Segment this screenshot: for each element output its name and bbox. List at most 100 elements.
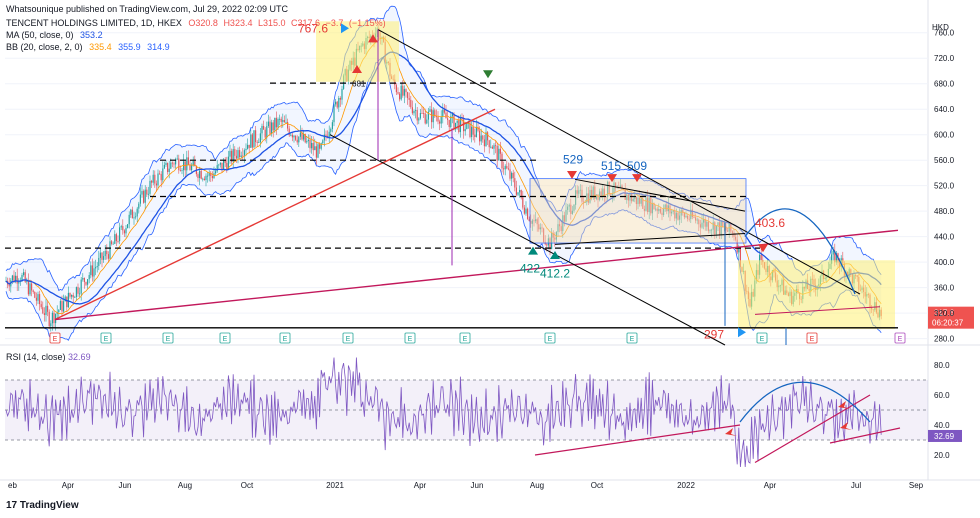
price-tick-label: 600.0 (934, 131, 955, 140)
candle-body (407, 92, 409, 99)
candle-body (99, 252, 101, 258)
earnings-marker-label: E (223, 336, 228, 343)
candle-body (552, 233, 554, 238)
candle-body (47, 305, 49, 312)
candle-body (423, 113, 425, 115)
channel-line-lower (329, 134, 726, 346)
candle-body (535, 219, 537, 222)
candle-body (480, 135, 482, 142)
candle-body (595, 194, 597, 199)
bollinger-lower-line (5, 56, 882, 341)
candle-body (242, 155, 244, 157)
price-tick-label: 720.0 (934, 54, 955, 63)
candle-body (239, 150, 241, 157)
channel-line-upper (377, 29, 861, 295)
bar-countdown: 06:20:37 (932, 319, 964, 328)
candle-body (738, 247, 740, 253)
candle-body (488, 140, 490, 148)
rsi-tick-label: 20.0 (934, 451, 950, 460)
candle-body (464, 129, 466, 132)
candle-body (496, 145, 498, 161)
candle-body (43, 313, 45, 315)
candle-body (79, 293, 81, 295)
candle-body (171, 162, 173, 164)
candle-body (232, 149, 234, 162)
candle-body (688, 218, 690, 220)
time-tick-label: Jul (851, 481, 861, 490)
candle-body (320, 143, 322, 149)
candle-body (581, 189, 583, 202)
candle-body (319, 144, 321, 149)
candle-body (647, 197, 649, 212)
earnings-marker-label: E (463, 336, 468, 343)
candle-body (103, 256, 105, 260)
candle-body (56, 311, 58, 315)
candle-body (341, 88, 343, 100)
candle-body (127, 224, 129, 229)
candle-body (63, 301, 65, 312)
candle-body (253, 130, 255, 148)
candle-body (296, 139, 298, 143)
candle-body (397, 92, 399, 94)
candle-body (739, 247, 741, 268)
candle-body (504, 166, 506, 170)
candle-body (431, 109, 433, 123)
candle-body (16, 275, 18, 284)
trendline-red-support (54, 108, 496, 321)
trendline-bottom-magenta (754, 306, 881, 315)
candle-body (455, 122, 457, 130)
label-297: 297 (704, 328, 724, 342)
candle-body (58, 309, 60, 312)
candle-body (130, 209, 132, 215)
time-tick-label: 2021 (326, 481, 344, 490)
candle-body (37, 294, 39, 301)
candle-body (671, 211, 673, 214)
candle-body (632, 198, 634, 202)
candle-body (698, 219, 700, 225)
candle-body (339, 98, 341, 100)
candle-body (280, 118, 282, 122)
candle-body (275, 117, 277, 128)
candle-body (15, 275, 17, 282)
candle-body (499, 148, 501, 154)
candle-body (259, 133, 261, 143)
candle-body (96, 265, 98, 268)
earnings-marker (219, 332, 231, 344)
earnings-marker (626, 332, 638, 344)
candle-body (258, 142, 260, 144)
candle-body (83, 278, 85, 283)
candle-body (285, 121, 287, 123)
candle-body (143, 191, 145, 203)
candle-body (157, 173, 159, 186)
candle-body (200, 170, 202, 179)
candle-body (683, 212, 685, 218)
candle-body (611, 193, 613, 196)
candle-body (635, 196, 637, 205)
candle-body (525, 208, 527, 214)
candle-body (197, 174, 199, 179)
currency-label: HKD (932, 23, 949, 32)
candle-body (677, 212, 679, 220)
candle-body (53, 312, 55, 324)
earnings-marker (100, 332, 112, 344)
candle-body (88, 275, 90, 280)
candle-body (306, 141, 308, 143)
candle-body (248, 144, 250, 148)
candle-body (330, 129, 332, 132)
candle-body (735, 236, 737, 240)
candle-body (640, 198, 642, 204)
rounding-top-arc (744, 208, 856, 295)
candle-body (64, 296, 66, 302)
candle-body (152, 174, 154, 183)
candle-body (429, 109, 431, 112)
candle-body (32, 290, 34, 292)
candle-body (170, 162, 172, 169)
candle-body (719, 222, 721, 235)
candle-body (403, 89, 405, 96)
candle-body (112, 243, 114, 245)
candle-body (279, 118, 281, 120)
candle-body (34, 291, 36, 298)
highlight-box-bottom (738, 260, 895, 330)
earnings-marker (49, 332, 61, 344)
